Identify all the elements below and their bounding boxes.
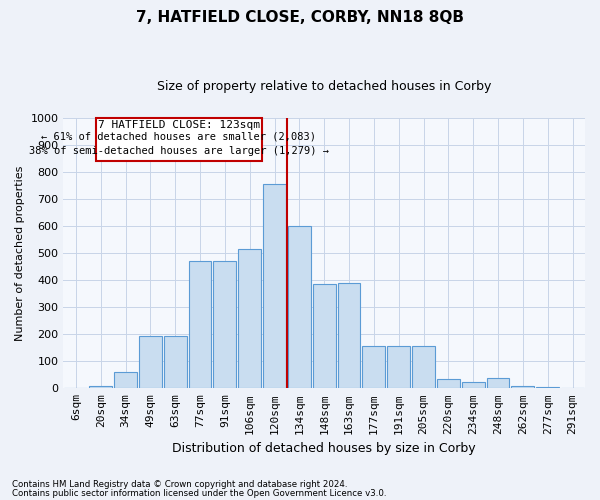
Text: 7, HATFIELD CLOSE, CORBY, NN18 8QB: 7, HATFIELD CLOSE, CORBY, NN18 8QB bbox=[136, 10, 464, 25]
Bar bbox=[437, 379, 460, 388]
Text: ← 61% of detached houses are smaller (2,083): ← 61% of detached houses are smaller (2,… bbox=[41, 132, 316, 141]
Bar bbox=[114, 372, 137, 388]
Text: Contains public sector information licensed under the Open Government Licence v3: Contains public sector information licen… bbox=[12, 489, 386, 498]
Bar bbox=[188, 261, 211, 388]
Bar bbox=[387, 346, 410, 389]
Bar bbox=[487, 378, 509, 388]
Bar bbox=[511, 386, 535, 388]
Bar bbox=[238, 249, 261, 388]
Bar bbox=[362, 346, 385, 389]
Bar bbox=[462, 382, 485, 388]
Text: 7 HATFIELD CLOSE: 123sqm: 7 HATFIELD CLOSE: 123sqm bbox=[98, 120, 260, 130]
FancyBboxPatch shape bbox=[96, 118, 262, 161]
Bar bbox=[164, 336, 187, 388]
Bar bbox=[288, 226, 311, 388]
Bar bbox=[536, 387, 559, 388]
Bar bbox=[412, 346, 435, 389]
Bar bbox=[263, 184, 286, 388]
Bar bbox=[214, 261, 236, 388]
Bar bbox=[139, 336, 162, 388]
Bar bbox=[313, 284, 335, 389]
Text: Contains HM Land Registry data © Crown copyright and database right 2024.: Contains HM Land Registry data © Crown c… bbox=[12, 480, 347, 489]
Y-axis label: Number of detached properties: Number of detached properties bbox=[15, 166, 25, 340]
Title: Size of property relative to detached houses in Corby: Size of property relative to detached ho… bbox=[157, 80, 491, 93]
Bar bbox=[338, 283, 361, 389]
Text: 38% of semi-detached houses are larger (1,279) →: 38% of semi-detached houses are larger (… bbox=[29, 146, 329, 156]
Bar bbox=[89, 386, 112, 388]
X-axis label: Distribution of detached houses by size in Corby: Distribution of detached houses by size … bbox=[172, 442, 476, 455]
